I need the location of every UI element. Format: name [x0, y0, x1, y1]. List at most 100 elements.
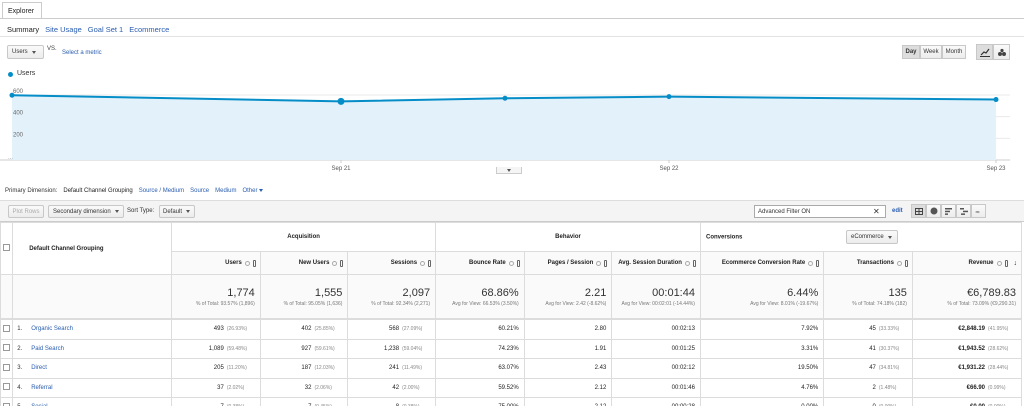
y-tick-label: 200	[13, 132, 24, 138]
pie-view-icon[interactable]	[926, 204, 941, 218]
column-visualization-icon[interactable]	[1004, 259, 1008, 267]
chart-resize-handle[interactable]	[496, 167, 522, 174]
transactions-header[interactable]: Transactions	[823, 251, 913, 275]
metric-select[interactable]: Users	[7, 45, 44, 59]
close-icon[interactable]: ✕	[873, 207, 880, 216]
row-checkbox[interactable]	[3, 363, 11, 371]
pages-per-session-header[interactable]: Pages / Session	[523, 251, 613, 275]
column-visualization-icon[interactable]	[428, 259, 432, 267]
legend-label: Users	[17, 70, 36, 77]
cell-value: 927	[301, 345, 312, 352]
totals-checkbox-cell	[0, 274, 14, 319]
select-metric-link[interactable]: Select a metric	[62, 50, 102, 56]
ecommerce-conversion-rate-header[interactable]: Ecommerce Conversion Rate	[699, 251, 825, 275]
total-subtext: % of Total: 92.34% (2,271)	[371, 300, 431, 307]
dimension-header[interactable]: Default Channel Grouping	[12, 222, 173, 275]
column-visualization-icon[interactable]	[252, 259, 256, 267]
revenue-header[interactable]: Revenue ↓	[911, 251, 1023, 275]
column-visualization-icon[interactable]	[904, 259, 908, 267]
column-visualization-icon[interactable]	[816, 259, 820, 267]
comparison-view-icon[interactable]	[956, 204, 971, 218]
row-checkbox[interactable]	[3, 402, 11, 406]
data-point	[666, 94, 672, 100]
row-index: 5.	[17, 404, 31, 406]
select-all-checkbox[interactable]	[3, 244, 11, 251]
cell-value: 41	[869, 345, 876, 352]
legend-dot	[8, 72, 13, 77]
cell-value: 32	[304, 384, 312, 391]
total-cell: €6,789.83% of Total: 73.09% (€9,290.31)	[911, 274, 1023, 319]
tab-explorer[interactable]: Explorer	[2, 2, 42, 19]
row-checkbox[interactable]	[3, 344, 11, 352]
channel-link[interactable]: Referral	[31, 384, 53, 391]
new-users-cell: 402 (25.85%)	[259, 319, 349, 340]
new-users-cell: 187 (12.03%)	[259, 358, 349, 379]
users-cell: 1,089 (59.48%)	[171, 338, 261, 359]
subtab-goal-set-1[interactable]: Goal Set 1	[87, 25, 124, 34]
plot-rows-button[interactable]: Plot Rows	[8, 205, 44, 218]
line-chart-icon[interactable]	[976, 44, 993, 60]
column-visualization-icon[interactable]	[340, 259, 344, 267]
bar-view-icon[interactable]	[941, 204, 956, 218]
row-checkbox[interactable]	[3, 383, 11, 391]
chevron-down-icon	[31, 50, 36, 54]
pages-per-session-cell: 2.12	[523, 397, 613, 406]
day-button[interactable]: Day	[902, 45, 920, 59]
column-visualization-icon[interactable]	[604, 259, 608, 267]
column-visualization-icon[interactable]	[692, 259, 696, 267]
total-cell: 1,555% of Total: 95.05% (1,636)	[259, 274, 349, 319]
help-icon	[896, 260, 902, 266]
new-users-header[interactable]: New Users	[259, 251, 349, 275]
week-button[interactable]: Week	[920, 45, 942, 59]
help-icon	[332, 260, 338, 266]
total-subtext: % of Total: 73.09% (€9,290.31)	[947, 300, 1016, 307]
subtab-ecommerce[interactable]: Ecommerce	[129, 25, 170, 34]
dimension-medium[interactable]: Medium	[215, 188, 237, 194]
dimension-other[interactable]: Other	[242, 188, 264, 194]
advanced-filter-input[interactable]: Advanced Filter ON	[754, 205, 886, 218]
total-cell: 2.21 Avg for View: 2.42 (-8.62%)	[523, 274, 613, 319]
dimension-source-medium[interactable]: Source / Medium	[138, 188, 185, 194]
transactions-cell: 45 (33.33%)	[823, 319, 913, 340]
cell-percent: (28.62%)	[988, 345, 1009, 352]
avg-session-duration-header[interactable]: Avg. Session Duration	[611, 251, 701, 275]
sessions-cell: 1,238 (59.04%)	[347, 338, 437, 359]
channel-link[interactable]: Paid Search	[31, 345, 64, 352]
channel-link[interactable]: Direct	[31, 365, 47, 372]
table-view-icon[interactable]	[911, 204, 926, 218]
help-icon	[996, 260, 1002, 266]
cell-percent: (41.95%)	[988, 326, 1009, 333]
motion-chart-icon[interactable]	[993, 44, 1010, 60]
channel-cell: 2. Paid Search	[12, 338, 173, 359]
channel-link[interactable]: Social	[31, 404, 47, 406]
total-cell: 68.86% Avg for View: 66.53% (3.50%)	[435, 274, 525, 319]
column-label: Avg. Session Duration	[618, 260, 682, 266]
column-label: Ecommerce Conversion Rate	[721, 260, 806, 266]
cell-value: 2.80	[594, 326, 607, 333]
cell-value: €66.90	[966, 384, 985, 391]
channel-link[interactable]: Organic Search	[31, 326, 73, 333]
term-cloud-icon[interactable]: ≈	[971, 204, 986, 218]
subtab-summary[interactable]: Summary	[7, 25, 40, 34]
sort-type-select[interactable]: Default	[159, 205, 195, 218]
cell-percent: (30.37%)	[878, 345, 900, 352]
users-header[interactable]: Users	[171, 251, 261, 275]
bounce-rate-header[interactable]: Bounce Rate	[435, 251, 525, 275]
conversions-select[interactable]: eCommerce	[846, 230, 898, 244]
avg-session-duration-cell: 00:01:25	[611, 338, 701, 359]
y-tick-label: 400	[13, 111, 24, 117]
total-subtext: Avg for View: 00:02:01 (-14.44%)	[621, 300, 695, 307]
month-button[interactable]: Month	[942, 45, 966, 59]
total-value: 2.21	[584, 286, 607, 299]
cell-value: 1.91	[594, 345, 607, 352]
secondary-dimension-select[interactable]: Secondary dimension	[48, 205, 124, 218]
row-checkbox[interactable]	[3, 324, 11, 332]
edit-filter-link[interactable]: edit	[892, 208, 903, 214]
column-visualization-icon[interactable]	[516, 259, 520, 267]
sessions-header[interactable]: Sessions	[347, 251, 437, 275]
sort-descending-icon[interactable]: ↓	[1013, 259, 1018, 267]
conversions-header: Conversions eCommerce	[699, 222, 1023, 252]
cell-percent: (25.85%)	[314, 326, 335, 333]
dimension-source[interactable]: Source	[190, 188, 210, 194]
subtab-site-usage[interactable]: Site Usage	[45, 25, 82, 34]
